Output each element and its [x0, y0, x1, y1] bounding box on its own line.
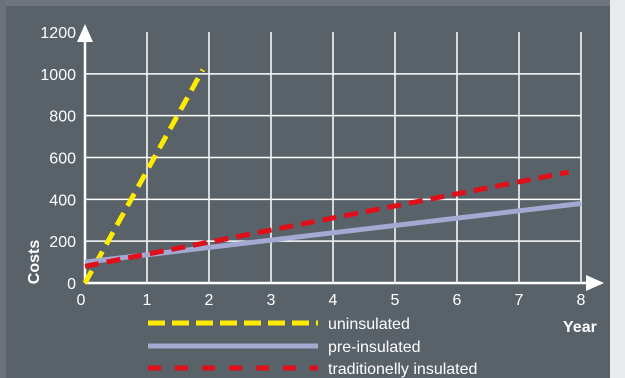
x-tick-label: 2 [205, 292, 214, 309]
x-axis-arrow [586, 275, 604, 291]
series-line-traditionelly-insulated [84, 169, 570, 269]
y-tick-label: 1000 [40, 67, 76, 84]
x-axis-title: Year [563, 319, 597, 336]
grid [85, 32, 582, 283]
y-axis-title: Costs [26, 240, 43, 285]
x-tick-label: 1 [143, 292, 152, 309]
legend-label: uninsulated [328, 316, 410, 333]
left-border [0, 0, 6, 378]
x-tick-label: 5 [391, 292, 400, 309]
series-line-pre-insulated [84, 201, 582, 265]
series-line-uninsulated [82, 68, 205, 285]
series-lines [82, 68, 582, 285]
legend: uninsulated pre-insulated traditionelly in… [148, 316, 477, 378]
right-border [610, 0, 625, 378]
x-tick-label: 7 [515, 292, 524, 309]
y-tick-label: 600 [49, 151, 76, 168]
legend-label: pre-insulated [328, 339, 421, 356]
x-tick-label: 4 [329, 292, 338, 309]
y-tick-label: 200 [49, 234, 76, 251]
y-tick-label: 0 [67, 276, 76, 293]
y-axis-arrow [77, 24, 93, 42]
y-tick-label: 1200 [40, 25, 76, 42]
legend-label: traditionelly insulated [328, 361, 477, 378]
tick-labels: 0 1 2 3 4 5 6 7 8 0 200 400 600 800 1000 1200 [40, 25, 585, 309]
y-tick-label: 400 [49, 192, 76, 209]
x-tick-label: 8 [577, 292, 586, 309]
x-tick-label: 3 [267, 292, 276, 309]
x-tick-label: 0 [77, 292, 86, 309]
x-tick-label: 6 [453, 292, 462, 309]
top-border [0, 0, 625, 6]
y-tick-label: 800 [49, 109, 76, 126]
axes [77, 24, 604, 291]
